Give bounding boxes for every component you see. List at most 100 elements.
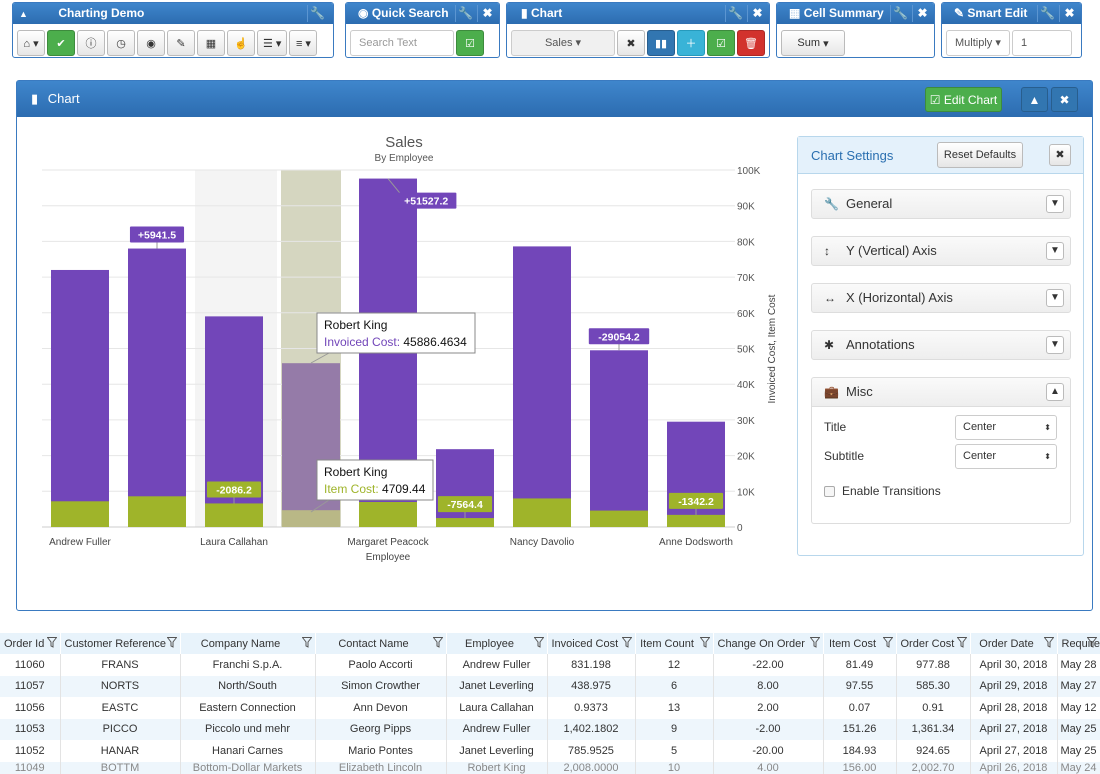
column-header[interactable]: Contact Name <box>315 633 446 654</box>
bar-chart-button[interactable]: ▮▮ <box>647 30 675 56</box>
chevron-up-icon[interactable]: ▲ <box>1046 383 1064 401</box>
table-cell[interactable]: 2.00 <box>713 697 823 719</box>
table-cell[interactable]: 585.30 <box>896 676 970 698</box>
table-cell[interactable]: May 28 <box>1057 654 1100 676</box>
table-cell[interactable]: Eastern Connection <box>180 697 315 719</box>
table-cell[interactable]: 9 <box>635 719 713 741</box>
table-cell[interactable]: Andrew Fuller <box>446 719 547 741</box>
column-header[interactable]: Order Date <box>970 633 1057 654</box>
table-cell[interactable]: 831.198 <box>547 654 635 676</box>
table-cell[interactable]: Andrew Fuller <box>446 654 547 676</box>
table-cell[interactable]: Simon Crowther <box>315 676 446 698</box>
close-icon[interactable]: ✖ <box>617 30 645 56</box>
table-cell[interactable]: PICCO <box>60 719 180 741</box>
table-cell[interactable]: Paolo Accorti <box>315 654 446 676</box>
table-cell[interactable]: Laura Callahan <box>446 697 547 719</box>
chevron-down-icon[interactable]: ▼ <box>1046 336 1064 354</box>
close-icon[interactable]: ✖ <box>1049 144 1071 166</box>
table-cell[interactable]: 977.88 <box>896 654 970 676</box>
table-cell[interactable]: HANAR <box>60 740 180 762</box>
table-cell[interactable]: 13 <box>635 697 713 719</box>
calculator-icon[interactable]: ▦ <box>197 30 225 56</box>
table-cell[interactable]: 2,002.70 <box>896 762 970 774</box>
wrench-icon[interactable]: 🔧 <box>890 5 910 22</box>
table-cell[interactable]: 11049 <box>0 762 60 774</box>
table-cell[interactable]: 11052 <box>0 740 60 762</box>
item-cost-bar[interactable] <box>359 502 417 527</box>
pointer-icon[interactable]: ☝ <box>227 30 255 56</box>
reset-defaults-button[interactable]: Reset Defaults <box>937 142 1023 168</box>
table-cell[interactable]: 11060 <box>0 654 60 676</box>
section-annotations[interactable]: ✱Annotations▼ <box>811 330 1071 360</box>
table-cell[interactable]: Franchi S.p.A. <box>180 654 315 676</box>
table-cell[interactable]: 8.00 <box>713 676 823 698</box>
table-cell[interactable]: FRANS <box>60 654 180 676</box>
table-cell[interactable]: 81.49 <box>823 654 896 676</box>
invoiced-cost-bar[interactable] <box>590 350 648 527</box>
collapse-icon[interactable]: ▲ <box>1021 87 1048 112</box>
edit-button[interactable]: ☑ <box>707 30 735 56</box>
table-cell[interactable]: 11056 <box>0 697 60 719</box>
column-header[interactable]: Order Cost <box>896 633 970 654</box>
delete-button[interactable]: 🗑 <box>737 30 765 56</box>
table-cell[interactable]: Hanari Carnes <box>180 740 315 762</box>
table-cell[interactable]: 438.975 <box>547 676 635 698</box>
column-header[interactable]: Employee <box>446 633 547 654</box>
home-menu-button[interactable]: ⌂ ▾ <box>17 30 45 56</box>
filter-icon[interactable] <box>810 637 820 648</box>
table-cell[interactable]: 0.07 <box>823 697 896 719</box>
section-x-axis[interactable]: ↔X (Horizontal) Axis▼ <box>811 283 1071 313</box>
table-cell[interactable]: 785.9525 <box>547 740 635 762</box>
section-y-axis[interactable]: ↕Y (Vertical) Axis▼ <box>811 236 1071 266</box>
column-header[interactable]: Order Id <box>0 633 60 654</box>
table-cell[interactable]: April 27, 2018 <box>970 740 1057 762</box>
eye-icon[interactable]: ◉ <box>137 30 165 56</box>
table-cell[interactable]: NORTS <box>60 676 180 698</box>
table-cell[interactable]: 97.55 <box>823 676 896 698</box>
column-header[interactable]: Item Cost <box>823 633 896 654</box>
column-header[interactable]: Customer Reference <box>60 633 180 654</box>
table-cell[interactable]: 2,008.0000 <box>547 762 635 774</box>
section-general[interactable]: 🔧General▼ <box>811 189 1071 219</box>
list-menu-button[interactable]: ☰ ▾ <box>257 30 287 56</box>
filter-icon[interactable] <box>1087 637 1097 648</box>
invoiced-cost-bar[interactable] <box>282 363 340 527</box>
table-cell[interactable]: BOTTM <box>60 762 180 774</box>
chevron-down-icon[interactable]: ▼ <box>1046 242 1064 260</box>
table-cell[interactable]: May 12 <box>1057 697 1100 719</box>
operation-select[interactable]: Multiply ▾ <box>946 30 1010 56</box>
table-cell[interactable]: Ann Devon <box>315 697 446 719</box>
subtitle-alignment-select[interactable]: Center⬍ <box>955 444 1057 469</box>
table-cell[interactable]: May 25 <box>1057 740 1100 762</box>
add-button[interactable]: ＋ <box>677 30 705 56</box>
table-cell[interactable]: 1,402.1802 <box>547 719 635 741</box>
chevron-down-icon[interactable]: ▼ <box>1046 195 1064 213</box>
table-cell[interactable]: May 27 <box>1057 676 1100 698</box>
table-cell[interactable]: 0.9373 <box>547 697 635 719</box>
filter-icon[interactable] <box>883 637 893 648</box>
edit-chart-button[interactable]: ☑ Edit Chart <box>925 87 1002 112</box>
title-alignment-select[interactable]: Center⬍ <box>955 415 1057 440</box>
table-cell[interactable]: April 28, 2018 <box>970 697 1057 719</box>
pencil-icon[interactable]: ✎ <box>167 30 195 56</box>
item-cost-bar[interactable] <box>436 518 494 527</box>
item-cost-bar[interactable] <box>205 503 263 527</box>
table-cell[interactable]: 10 <box>635 762 713 774</box>
table-cell[interactable]: April 29, 2018 <box>970 676 1057 698</box>
table-cell[interactable]: 11053 <box>0 719 60 741</box>
wrench-icon[interactable]: 🔧 <box>725 5 745 22</box>
column-header[interactable]: Required <box>1057 633 1100 654</box>
table-cell[interactable]: Mario Pontes <box>315 740 446 762</box>
summary-select[interactable]: Sum ▾ <box>781 30 845 56</box>
invoiced-cost-bar[interactable] <box>513 246 571 527</box>
table-cell[interactable]: 4.00 <box>713 762 823 774</box>
chevron-down-icon[interactable]: ▼ <box>1046 289 1064 307</box>
column-header[interactable]: Change On Order <box>713 633 823 654</box>
table-cell[interactable]: Bottom-Dollar Markets <box>180 762 315 774</box>
close-icon[interactable]: ✖ <box>1051 87 1078 112</box>
filter-icon[interactable] <box>433 637 443 648</box>
